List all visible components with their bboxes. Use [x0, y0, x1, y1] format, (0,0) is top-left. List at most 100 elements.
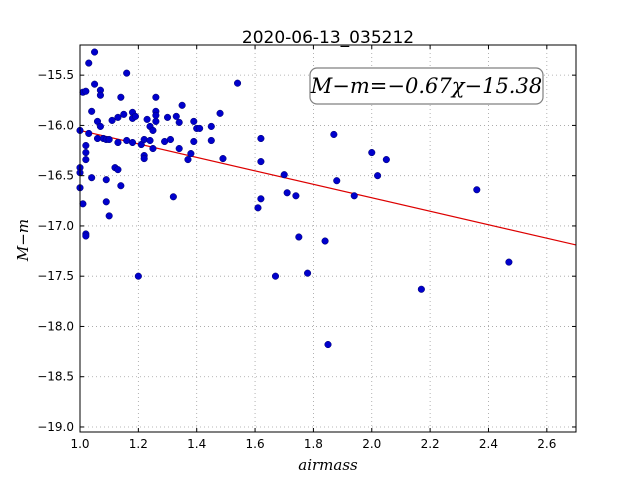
- x-tick-label: 2.2: [421, 437, 440, 451]
- x-tick-label: 2.4: [479, 437, 498, 451]
- data-point: [85, 59, 93, 67]
- data-point: [207, 122, 215, 130]
- data-point: [295, 233, 303, 241]
- data-point: [114, 113, 122, 121]
- data-point: [166, 135, 174, 144]
- data-point: [175, 118, 183, 126]
- data-point: [283, 189, 291, 197]
- axis-ticks: 1.0 1.2 1.4 1.6 1.8 2.0 2.2 2.4 2.6 −15.5 −16.0 −16…: [37, 45, 576, 451]
- data-point: [175, 144, 183, 153]
- plot-frame: [79, 44, 577, 433]
- data-point: [114, 138, 122, 147]
- data-point: [417, 285, 425, 293]
- data-point: [216, 109, 224, 117]
- data-point: [105, 135, 113, 144]
- x-tick-label: 1.2: [129, 437, 148, 451]
- data-point: [172, 112, 180, 120]
- data-point: [102, 198, 110, 206]
- data-point: [140, 155, 148, 163]
- data-point: [117, 93, 125, 101]
- data-point: [280, 171, 288, 179]
- y-tick-label: −16.5: [37, 169, 74, 183]
- data-point: [85, 129, 93, 138]
- x-tick-label: 1.0: [70, 437, 89, 451]
- data-point: [152, 117, 160, 125]
- y-tick-label: −17.0: [37, 219, 74, 233]
- data-point: [219, 155, 227, 163]
- data-point: [108, 116, 116, 124]
- data-point: [257, 134, 265, 143]
- x-tick-label: 1.8: [304, 437, 323, 451]
- data-point: [128, 138, 137, 147]
- data-point: [152, 93, 160, 101]
- x-tick-label: 1.4: [187, 437, 206, 451]
- data-point: [187, 150, 195, 158]
- data-point: [382, 156, 390, 164]
- data-point: [123, 69, 131, 77]
- data-point: [152, 111, 160, 119]
- y-tick-label: −18.5: [37, 370, 74, 384]
- data-point: [82, 141, 90, 150]
- data-point: [140, 135, 148, 144]
- y-tick-label: −18.0: [37, 319, 74, 333]
- chart-title: 2020-06-13_035212: [242, 28, 414, 48]
- data-point: [82, 232, 90, 240]
- data-point: [374, 172, 382, 180]
- data-point: [82, 87, 90, 95]
- data-point: [149, 126, 157, 134]
- data-point: [234, 79, 242, 87]
- data-point: [143, 115, 151, 123]
- data-point: [169, 193, 177, 201]
- data-point: [304, 269, 312, 277]
- data-point: [330, 130, 338, 139]
- fit-line: [79, 129, 577, 246]
- data-point: [271, 272, 280, 280]
- data-point: [321, 237, 329, 245]
- data-point: [79, 200, 87, 208]
- data-point: [149, 144, 157, 153]
- y-tick-label: −16.0: [37, 118, 74, 132]
- fit-annotation: M−m=−0.67χ−15.38: [309, 67, 544, 105]
- data-point: [134, 272, 142, 280]
- x-tick-label: 2.0: [362, 437, 381, 451]
- data-point: [190, 137, 198, 146]
- data-point: [82, 156, 90, 164]
- data-point: [178, 101, 186, 109]
- annotation-box: [309, 67, 544, 105]
- data-point: [91, 48, 99, 56]
- data-point: [257, 195, 265, 203]
- data-point: [163, 113, 172, 121]
- data-point: [350, 192, 358, 200]
- data-point: [333, 177, 341, 185]
- data-point: [88, 107, 96, 115]
- data-point: [324, 340, 332, 349]
- y-axis-label: M−m: [14, 219, 32, 262]
- x-tick-label: 2.6: [537, 437, 556, 451]
- data-point: [82, 149, 90, 157]
- data-point: [96, 122, 104, 130]
- data-point: [196, 124, 204, 132]
- data-point: [120, 110, 128, 118]
- data-point: [368, 149, 376, 157]
- y-tick-label: −19.0: [37, 420, 74, 434]
- x-axis-label: airmass: [298, 456, 358, 474]
- data-point: [184, 156, 192, 164]
- x-tick-label: 1.6: [246, 437, 265, 451]
- data-point: [190, 117, 198, 125]
- data-point: [117, 182, 125, 190]
- data-point: [505, 258, 513, 266]
- annotation-text: M−m=−0.67χ−15.38: [310, 74, 542, 98]
- data-point: [96, 91, 104, 99]
- data-point: [473, 186, 481, 194]
- data-point: [207, 136, 215, 145]
- data-point: [105, 212, 113, 220]
- data-point: [88, 174, 96, 182]
- data-point: [146, 136, 154, 145]
- data-point: [131, 112, 139, 120]
- grid-lines: [79, 45, 576, 432]
- data-point: [102, 176, 110, 184]
- data-point: [91, 80, 99, 88]
- data-point: [257, 158, 265, 166]
- fit-line-group: [79, 129, 577, 246]
